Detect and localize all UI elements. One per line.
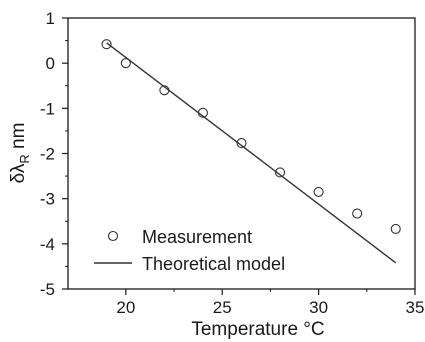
y-axis-label-unit: nm (8, 123, 29, 155)
measurement-point (159, 85, 170, 96)
legend-measurement-marker (107, 230, 119, 242)
x-tick-label: 30 (309, 298, 328, 317)
y-tick-label: -4 (40, 235, 55, 254)
x-tick-label: 35 (406, 298, 425, 317)
measurement-point (313, 186, 324, 197)
y-tick-label: 0 (46, 54, 55, 73)
x-tick-label: 25 (213, 298, 232, 317)
y-axis-label: δλR nm (8, 123, 32, 184)
legend: Measurement Theoretical model (94, 227, 285, 274)
y-tick-label: -2 (40, 145, 55, 164)
measurement-point (275, 167, 286, 178)
tick-labels: 20 25 30 35 1 0 -1 -2 -3 -4 -5 (40, 9, 425, 317)
y-tick-label: -1 (40, 99, 55, 118)
measurement-point (236, 138, 247, 149)
x-tick-label: 20 (116, 298, 135, 317)
legend-measurement-label: Measurement (142, 227, 252, 247)
measurement-point (352, 208, 363, 219)
y-axis-label-subscript: R (17, 154, 32, 163)
axis-ticks (62, 17, 416, 295)
legend-theoretical-label: Theoretical model (142, 254, 285, 274)
series-layer (101, 39, 401, 264)
measurement-point (120, 58, 131, 69)
theoretical-model-line (106, 42, 397, 264)
y-tick-label: -3 (40, 190, 55, 209)
measurement-point (101, 39, 112, 50)
measurement-point (390, 223, 401, 234)
x-axis-label: Temperature °C (191, 319, 324, 340)
plot-frame (67, 17, 416, 290)
measurement-point (197, 107, 208, 118)
y-axis-label-main: δλ (8, 163, 29, 183)
y-tick-label: -5 (40, 280, 55, 299)
y-tick-label: 1 (46, 9, 55, 28)
